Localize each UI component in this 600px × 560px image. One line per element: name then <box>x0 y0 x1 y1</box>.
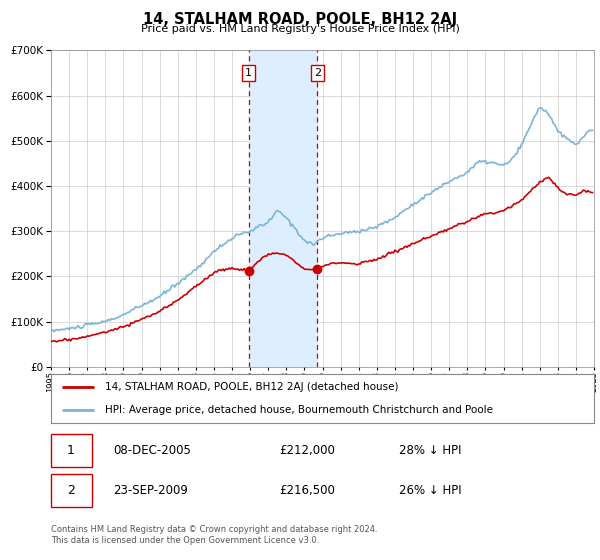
FancyBboxPatch shape <box>51 474 92 507</box>
FancyBboxPatch shape <box>51 435 92 467</box>
Text: £212,000: £212,000 <box>279 444 335 457</box>
Text: 1: 1 <box>67 444 75 457</box>
Text: 28% ↓ HPI: 28% ↓ HPI <box>398 444 461 457</box>
Text: Price paid vs. HM Land Registry's House Price Index (HPI): Price paid vs. HM Land Registry's House … <box>140 24 460 34</box>
Text: HPI: Average price, detached house, Bournemouth Christchurch and Poole: HPI: Average price, detached house, Bour… <box>106 405 493 416</box>
Text: 08-DEC-2005: 08-DEC-2005 <box>113 444 191 457</box>
Text: Contains HM Land Registry data © Crown copyright and database right 2024.
This d: Contains HM Land Registry data © Crown c… <box>51 525 377 545</box>
Text: £216,500: £216,500 <box>279 484 335 497</box>
Text: 14, STALHAM ROAD, POOLE, BH12 2AJ (detached house): 14, STALHAM ROAD, POOLE, BH12 2AJ (detac… <box>106 382 399 393</box>
Text: 14, STALHAM ROAD, POOLE, BH12 2AJ: 14, STALHAM ROAD, POOLE, BH12 2AJ <box>143 12 457 27</box>
Text: 1: 1 <box>245 68 252 78</box>
Bar <box>248 50 317 367</box>
Text: 23-SEP-2009: 23-SEP-2009 <box>113 484 188 497</box>
Text: 2: 2 <box>314 68 321 78</box>
Text: 26% ↓ HPI: 26% ↓ HPI <box>398 484 461 497</box>
Text: 2: 2 <box>67 484 75 497</box>
